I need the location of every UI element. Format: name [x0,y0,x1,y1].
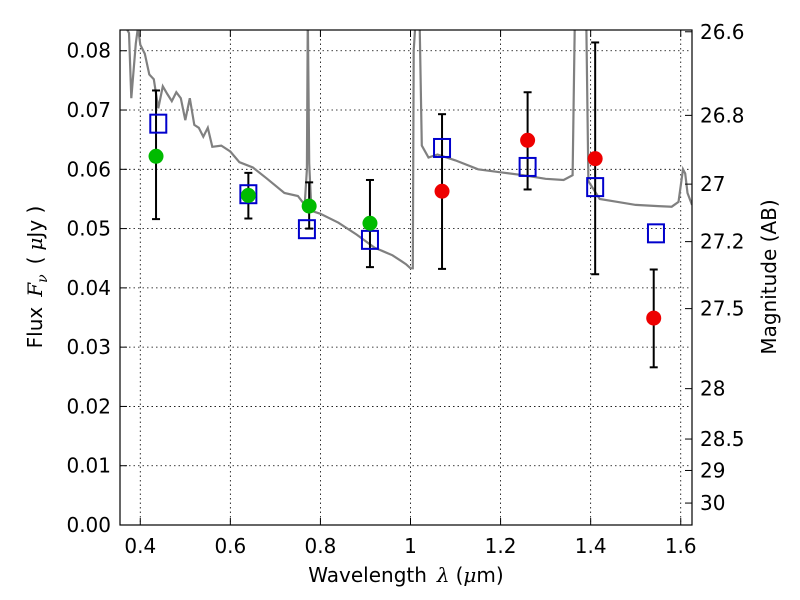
model-square-marker [433,137,452,158]
y2-tick-label: 26.6 [700,20,745,44]
y-tick-label: 0.08 [66,39,111,63]
y-axis-label-subscript: ν [35,274,51,283]
y-tick-label: 0.00 [66,513,111,537]
x-tick-label: 1.2 [485,534,517,558]
y-tick-label: 0.01 [66,454,111,478]
plot-frame [119,29,693,526]
x-axis-label-unit-open: ( [456,563,464,587]
x-tick-label: 1.6 [665,534,697,558]
y-axis-label-symbol: F [23,282,47,298]
model-sed-line [126,30,692,270]
y2-tick-label: 29 [700,458,725,482]
x-axis-label-unit-mu: μ [463,563,476,587]
model-square-marker [586,177,605,198]
y2-tick-label: 27.5 [700,297,745,321]
y-tick-label: 0.02 [66,394,111,418]
green-point [240,187,256,203]
model-square-marker [518,156,537,177]
y2-tick-label: 27 [700,172,725,196]
markers [148,113,665,326]
x-tick-label: 0.4 [124,534,156,558]
plot-area [126,30,692,369]
y-tick-label: 0.07 [66,98,111,122]
grid [120,30,692,526]
model-square-marker [646,223,665,244]
model-square-marker [360,229,379,250]
tick-labels: 0.4 0.6 0.8 1 1.2 1.4 1.6 0.00 0.01 0.02 0.03 0.04 0… [66,20,744,558]
plot-background [120,30,692,525]
y-axis-label-unit-mu: μ [23,238,47,251]
ticks [120,30,692,526]
model-square-marker [239,184,258,205]
green-point [301,198,317,214]
model-square-marker [149,113,168,134]
green-point [148,148,164,164]
x-tick-label: 1 [404,534,417,558]
green-point [362,215,378,231]
y2-tick-label: 27.2 [700,230,745,254]
y2-tick-label: 28.5 [700,427,745,451]
x-axis-label-unit-rest: m) [476,563,503,587]
x-tick-label: 1.4 [575,534,607,558]
y-axis-label-unit-rest: Jy ) [23,206,47,240]
x-tick-label: 0.8 [305,534,337,558]
y-tick-label: 0.04 [66,276,111,300]
model-square-marker [297,219,316,240]
x-axis-label-prefix: Wavelength [308,563,427,587]
y2-axis-label: Magnitude (AB) [757,199,781,354]
y-axis-label-unit-open: ( [23,257,47,265]
red-point [520,132,536,148]
y-tick-label: 0.05 [66,217,111,241]
y2-tick-label: 26.8 [700,103,745,127]
y-tick-label: 0.03 [66,335,111,359]
red-point [646,310,662,326]
y2-tick-label: 28 [700,377,725,401]
y-axis-label-prefix: Flux [23,307,47,349]
red-point [587,151,603,167]
x-tick-label: 0.6 [214,534,246,558]
y-axis-label: Flux Fν ( μJy ) [23,206,51,349]
x-axis-label-symbol: λ [436,563,450,587]
y-tick-label: 0.06 [66,157,111,181]
y2-tick-label: 30 [700,491,725,515]
x-axis-label: Wavelength λ (μm) [308,563,503,587]
red-point [434,183,450,199]
